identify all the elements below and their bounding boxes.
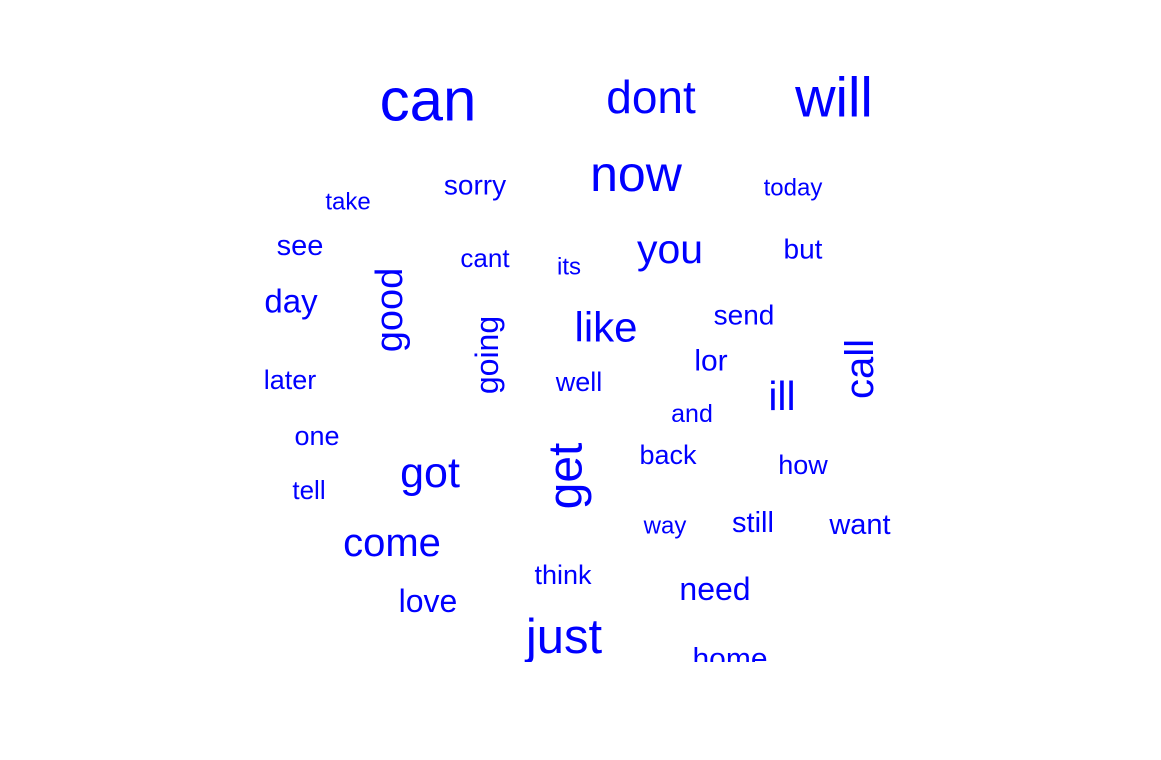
word-sorry: sorry	[444, 170, 506, 201]
word-now: now	[590, 146, 683, 202]
word-got: got	[400, 449, 460, 497]
word-get: get	[540, 443, 593, 510]
word-call: call	[838, 339, 882, 399]
word-can: can	[380, 67, 477, 134]
word-group: can dont will now sorry take today see cant its yo…	[264, 66, 891, 676]
word-need: need	[679, 571, 750, 607]
word-later: later	[264, 365, 317, 395]
word-take: take	[325, 189, 370, 216]
word-day: day	[264, 283, 318, 320]
word-still: still	[732, 507, 774, 539]
word-way: way	[643, 513, 687, 540]
word-today: today	[764, 175, 823, 202]
word-its: its	[557, 254, 581, 281]
word-lor: lor	[694, 345, 727, 378]
word-come: come	[343, 521, 441, 565]
word-cant: cant	[460, 243, 510, 273]
word-like: like	[574, 304, 637, 351]
word-going: going	[469, 316, 505, 394]
word-how: how	[778, 450, 828, 480]
word-one: one	[294, 421, 339, 451]
word-tell: tell	[292, 475, 325, 505]
word-dont: dont	[606, 71, 696, 123]
word-home: home	[692, 643, 767, 676]
word-think: think	[534, 560, 592, 590]
word-will: will	[794, 66, 873, 129]
word-and: and	[671, 400, 713, 428]
word-back: back	[639, 440, 697, 470]
word-ill: ill	[768, 373, 795, 419]
word-want: want	[828, 509, 890, 541]
word-well: well	[555, 367, 603, 397]
word-you: you	[637, 226, 703, 272]
word-send: send	[714, 300, 775, 331]
word-good: good	[369, 268, 411, 353]
word-see: see	[277, 230, 324, 262]
word-love: love	[399, 583, 458, 619]
word-but: but	[784, 234, 823, 265]
word-just: just	[524, 610, 603, 664]
